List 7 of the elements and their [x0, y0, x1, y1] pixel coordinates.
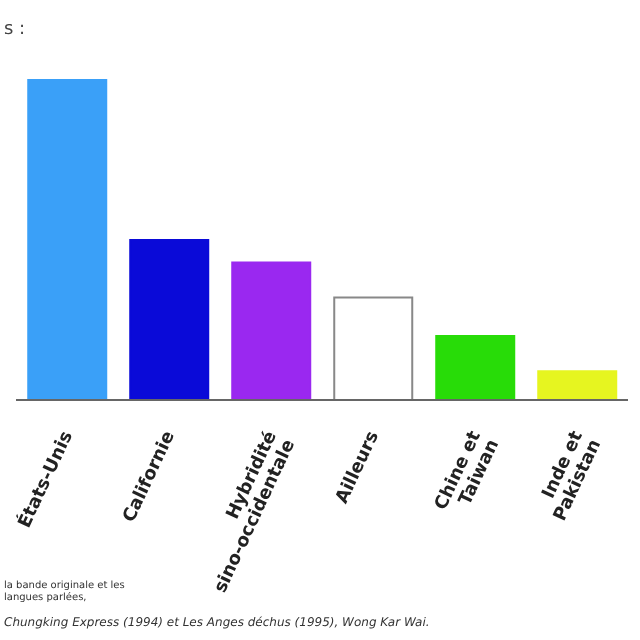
bar — [333, 296, 414, 401]
bar — [231, 261, 312, 401]
chart-title: s : — [4, 20, 26, 40]
bar — [129, 239, 210, 401]
bar — [537, 370, 618, 401]
bar — [27, 79, 108, 401]
bar — [435, 335, 516, 401]
